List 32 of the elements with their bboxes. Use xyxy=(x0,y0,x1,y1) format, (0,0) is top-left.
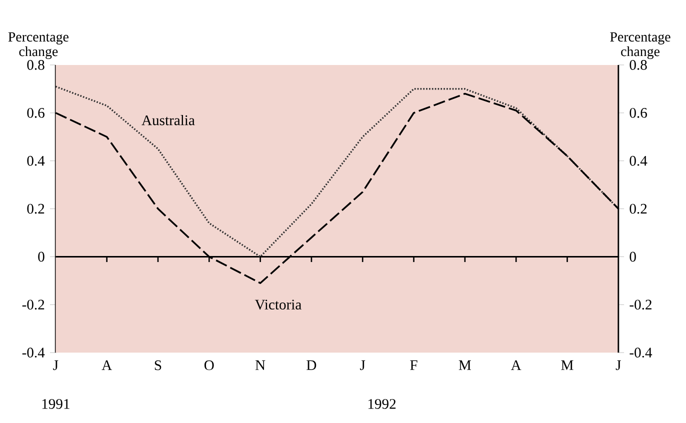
x-tick-label: J xyxy=(360,360,366,370)
x-tick-label: F xyxy=(410,360,418,370)
x-tick-label: D xyxy=(306,360,316,370)
y-tick-label: 0.8 xyxy=(27,60,44,70)
text: 1992 xyxy=(368,399,396,410)
y2-tick-label: -0.4 xyxy=(630,348,652,358)
y2-tick-label: 0.8 xyxy=(630,60,647,70)
y2-tick-label: 0.2 xyxy=(630,204,647,214)
x-tick-label: M xyxy=(561,360,574,370)
y2-tick-label: -0.2 xyxy=(630,300,652,310)
x-tick-label: A xyxy=(510,360,522,370)
y2-tick-label: 0.4 xyxy=(630,156,648,166)
y-axis-title: Percentage change xyxy=(8,32,68,60)
y-tick-label: 0.4 xyxy=(27,156,45,166)
y2-axis-title: Percentage change xyxy=(610,32,670,60)
x-tick-label: J xyxy=(53,360,58,370)
y-tick-label: -0.4 xyxy=(22,348,45,358)
series-label: Victoria xyxy=(254,300,302,310)
x-tick-label: N xyxy=(255,360,266,370)
x-tick-label: S xyxy=(154,360,162,370)
x-tick-label: M xyxy=(458,360,471,370)
x-tick-label: A xyxy=(102,360,112,370)
y2-tick-label: 0 xyxy=(630,252,636,262)
y2-tick-label: 0.6 xyxy=(630,108,647,118)
text: 1991 xyxy=(42,399,70,410)
y-tick-label: 0.6 xyxy=(27,108,44,118)
y-tick-label: -0.2 xyxy=(22,300,44,310)
x-tick-label: J xyxy=(616,360,621,370)
x-tick-label: O xyxy=(204,360,214,370)
series-label: Australia xyxy=(142,115,195,126)
y-tick-label: 0 xyxy=(38,252,44,262)
y-tick-label: 0.2 xyxy=(27,204,44,214)
